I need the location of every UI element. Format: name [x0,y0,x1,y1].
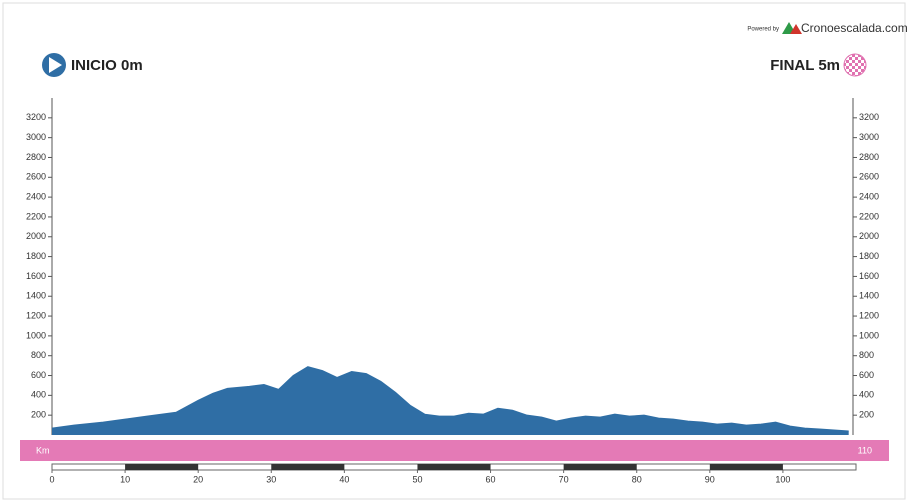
y-tick-label: 2000 [26,231,46,241]
y-tick-label-right: 2800 [859,152,879,162]
x-tick-label: 30 [266,474,276,484]
y-tick-label-right: 1800 [859,251,879,261]
y-tick-label-right: 1200 [859,310,879,320]
distance-bar [20,440,889,461]
x-tick-label: 100 [775,474,790,484]
x-end-label: 110 [858,445,872,455]
x-tick-label: 50 [412,474,422,484]
y-tick-label-right: 2600 [859,172,879,182]
y-tick-label: 2400 [26,191,46,201]
y-tick-label-right: 1000 [859,330,879,340]
y-tick-label-right: 3200 [859,112,879,122]
y-tick-label: 3200 [26,112,46,122]
y-tick-label: 800 [31,350,46,360]
y-tick-label-right: 3000 [859,132,879,142]
start-label: INICIO 0m [71,57,143,74]
brand-logo [782,22,802,34]
y-tick-label: 600 [31,370,46,380]
x-tick-label: 40 [339,474,349,484]
y-tick-label: 1400 [26,291,46,301]
x-tick-label: 0 [49,474,54,484]
brand: Cronoescalada.com [801,21,908,35]
y-tick-label: 1800 [26,251,46,261]
scale-segment [125,464,199,470]
scale-segment [709,464,783,470]
x-tick-label: 80 [632,474,642,484]
y-tick-label-right: 1600 [859,271,879,281]
y-tick-label: 2200 [26,211,46,221]
y-tick-label-right: 2400 [859,191,879,201]
y-tick-label-right: 400 [859,390,874,400]
y-tick-label: 2600 [26,172,46,182]
x-tick-label: 60 [486,474,496,484]
x-tick-label: 70 [559,474,569,484]
powered-by: Powered by [747,27,779,33]
y-tick-label: 1600 [26,271,46,281]
area-fill [52,366,849,435]
x-tick-label: 90 [705,474,715,484]
y-tick-label-right: 600 [859,370,874,380]
x-label: Km [36,445,50,455]
y-tick-label: 1000 [26,330,46,340]
x-tick-label: 10 [120,474,130,484]
start-icon [42,53,66,77]
scale-segment [417,464,491,470]
y-tick-label-right: 200 [859,410,874,420]
y-tick-label-right: 2000 [859,231,879,241]
x-tick-label: 20 [193,474,203,484]
y-tick-label-right: 1400 [859,291,879,301]
end-label: FINAL 5m [770,57,840,74]
y-tick-label: 400 [31,390,46,400]
y-tick-label: 3000 [26,132,46,142]
y-tick-label-right: 800 [859,350,874,360]
profile-line [51,366,849,432]
y-tick-label: 200 [31,410,46,420]
y-tick-label: 2800 [26,152,46,162]
y-tick-label-right: 2200 [859,211,879,221]
scale-segment [271,464,345,470]
scale-segment [563,464,637,470]
finish-icon [843,53,867,77]
y-tick-label: 1200 [26,310,46,320]
